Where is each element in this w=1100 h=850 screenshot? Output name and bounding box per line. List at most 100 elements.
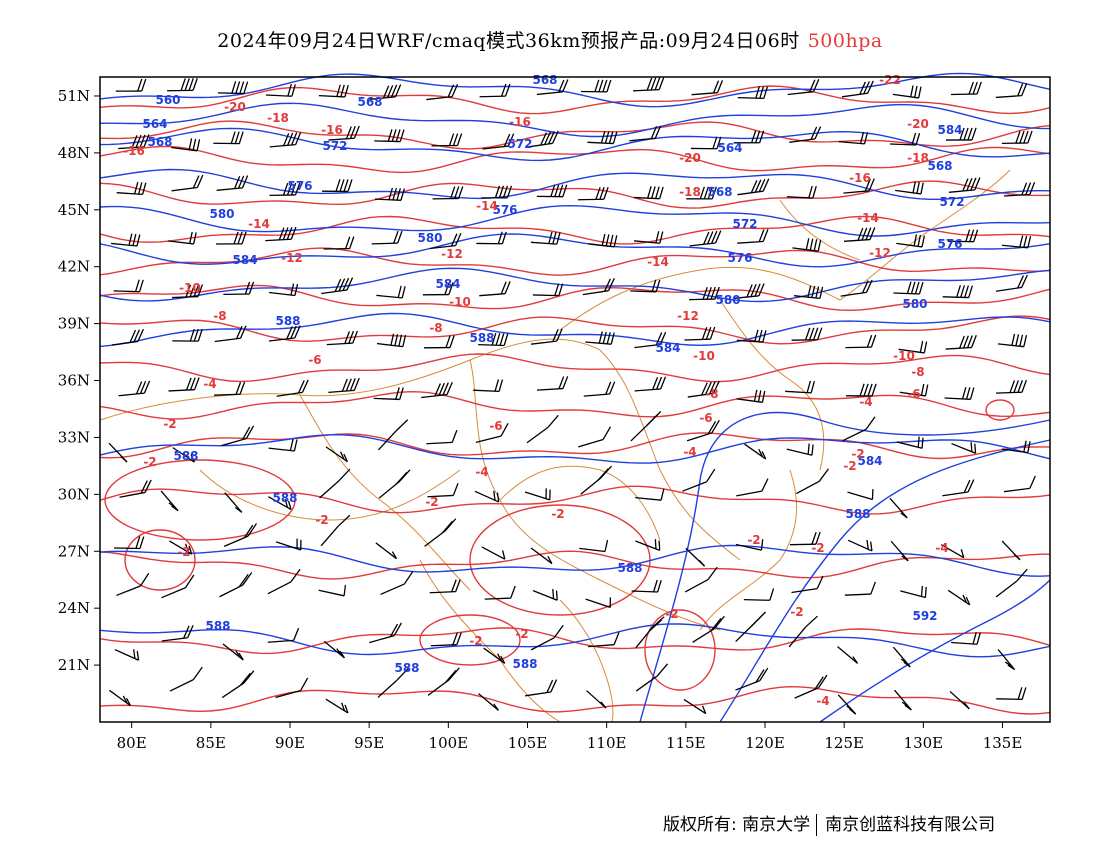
barb-shaft (475, 435, 502, 444)
barb-flag (129, 329, 137, 343)
temperature-label: -18 (907, 151, 929, 165)
lat-tick-label: 24N (58, 599, 90, 617)
barb-shaft (426, 441, 453, 445)
barb-shaft (942, 296, 969, 299)
barb-shaft (221, 437, 247, 447)
barb-flag (132, 233, 137, 246)
barb-shaft (532, 294, 559, 297)
wind-barb (476, 231, 507, 245)
barb-flag (184, 78, 190, 91)
temperature-label: -20 (679, 151, 701, 165)
barb-flag (438, 382, 445, 396)
barb-flag (646, 77, 653, 91)
wind-barb (687, 380, 720, 398)
copyright-footer: 版权所有: 南京大学 南京创蓝科技有限公司 (663, 810, 995, 836)
barb-flag (547, 414, 559, 428)
wind-barb (785, 380, 816, 394)
barb-flag (134, 279, 140, 292)
barb-flag (972, 81, 978, 95)
barb-flag (967, 127, 973, 141)
barb-flag (1017, 380, 1023, 393)
wind-barb (837, 646, 859, 664)
barb-flag (447, 84, 455, 98)
wind-barb (735, 667, 769, 691)
barb-shaft (371, 242, 398, 245)
temperature-contour (99, 247, 1051, 276)
wind-barb (371, 230, 403, 245)
lat-tick-label: 45N (58, 201, 90, 219)
barb-flag (602, 426, 611, 440)
barb-flag (494, 185, 501, 199)
temperature-label: -16 (321, 123, 343, 137)
barb-flag (180, 78, 186, 91)
temperature-contour (99, 180, 1051, 209)
barb-flag (650, 77, 657, 91)
barb-flag (398, 334, 403, 347)
barb-flag (553, 624, 564, 639)
barb-flag (558, 79, 565, 93)
barb-flag (189, 377, 196, 391)
barb-shaft (119, 491, 146, 498)
barb-flag (336, 648, 342, 656)
wind-barb (319, 468, 351, 499)
barb-shaft (108, 689, 131, 707)
geopotential-label: 576 (727, 251, 752, 265)
wind-barb (325, 446, 348, 463)
wind-barb (951, 81, 982, 96)
barb-flag (393, 622, 402, 636)
wind-barb (475, 423, 509, 444)
barb-flag (758, 448, 764, 457)
barb-flag (348, 330, 355, 344)
barb-shaft (377, 430, 397, 451)
wind-barb (525, 679, 558, 697)
wind-barb (530, 231, 561, 245)
barb-flag (192, 175, 200, 189)
wind-barb (840, 279, 873, 297)
barb-shaft (377, 679, 398, 698)
barb-shaft (743, 599, 770, 601)
wind-barb (374, 187, 405, 201)
barb-flag (966, 178, 973, 191)
barb-flag (136, 234, 141, 247)
barb-flag (294, 325, 301, 339)
geopotential-label: 572 (322, 139, 347, 153)
barb-flag (961, 386, 967, 400)
barb-flag (811, 531, 817, 545)
wind-barb (841, 80, 874, 98)
barb-shaft (787, 91, 814, 96)
wind-barb (889, 497, 908, 519)
barb-flag (239, 325, 247, 339)
barb-flag (867, 80, 874, 94)
barb-flag (400, 188, 405, 201)
barb-shaft (689, 242, 716, 247)
barb-shaft (275, 689, 301, 699)
barb-shaft (111, 340, 138, 346)
lon-tick-label: 100E (429, 734, 469, 752)
temperature-label: -4 (859, 395, 872, 409)
barb-flag (806, 380, 812, 393)
barb-shaft (997, 649, 1016, 671)
barb-flag (1019, 334, 1024, 347)
temperature-label: -20 (907, 117, 929, 131)
barb-flag (344, 84, 349, 98)
barb-flag (656, 663, 669, 677)
barb-flag (496, 492, 500, 503)
barb-flag (1017, 275, 1025, 289)
barb-shaft (631, 590, 658, 593)
wind-barb (326, 330, 359, 346)
wind-barb (325, 698, 349, 714)
barb-shaft (319, 480, 340, 499)
wind-barb (899, 383, 929, 397)
boundary-line (469, 359, 721, 631)
wind-barb (369, 84, 402, 101)
barb-flag (506, 185, 513, 199)
barb-flag (248, 281, 255, 295)
temperature-label: -6 (907, 387, 920, 401)
lat-tick-label: 51N (58, 87, 90, 105)
lon-tick-label: 115E (666, 734, 706, 752)
temperature-label: -20 (224, 100, 246, 114)
barb-shaft (634, 343, 661, 349)
wind-barb (268, 325, 301, 342)
barb-flag (859, 81, 866, 95)
barb-flag (969, 387, 975, 400)
